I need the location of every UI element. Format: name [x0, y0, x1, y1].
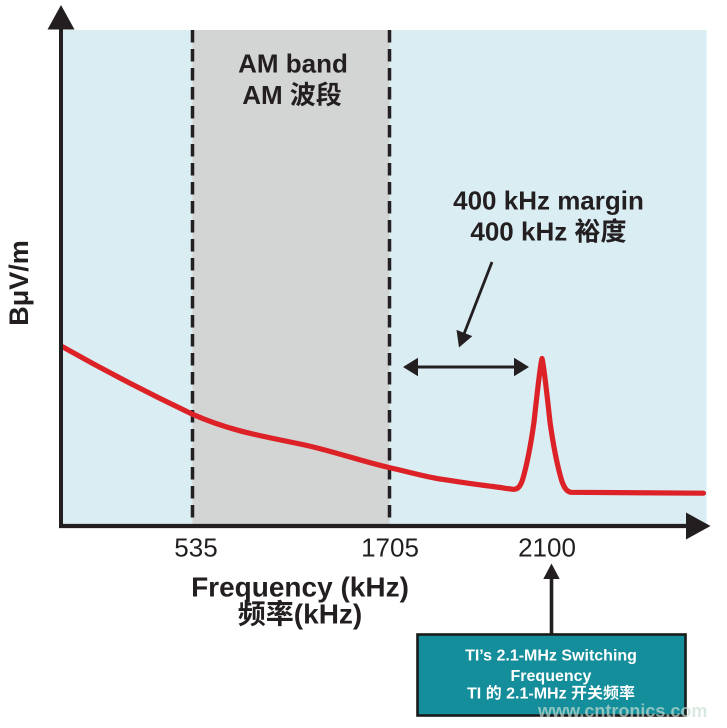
- svg-text:AM: AM: [242, 80, 282, 110]
- svg-text:2100: 2100: [518, 532, 576, 562]
- svg-text:TI’s 2.1-MHz Switching: TI’s 2.1-MHz Switching: [465, 648, 637, 665]
- svg-text:2.1-MHz: 2.1-MHz: [502, 686, 571, 703]
- svg-text:www.cntronics.com: www.cntronics.com: [537, 701, 707, 721]
- svg-text:TI: TI: [467, 686, 486, 703]
- svg-text:400 kHz: 400 kHz: [470, 216, 567, 246]
- svg-text:BμV/m: BμV/m: [4, 240, 34, 326]
- svg-text:Frequency (kHz): Frequency (kHz): [191, 572, 409, 603]
- svg-text:400 kHz margin: 400 kHz margin: [453, 185, 644, 215]
- svg-text:(kHz): (kHz): [294, 599, 362, 630]
- svg-text:1705: 1705: [361, 532, 419, 562]
- svg-text:AM band: AM band: [238, 48, 348, 78]
- svg-text:Frequency: Frequency: [511, 668, 592, 685]
- svg-text:535: 535: [174, 532, 217, 562]
